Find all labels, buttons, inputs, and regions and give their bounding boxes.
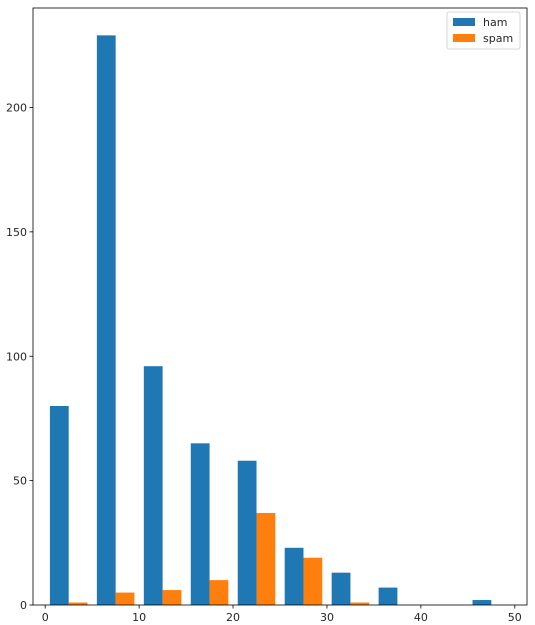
bar-ham-0 [49, 406, 69, 605]
bar-spam-10 [162, 590, 182, 605]
bar-ham-25 [284, 547, 304, 605]
bar-ham-5 [96, 35, 116, 606]
bar-ham-45 [472, 600, 492, 605]
y-tick-label-0: 0 [20, 599, 27, 612]
x-tick-label-10: 10 [132, 611, 146, 624]
bar-spam-20 [256, 512, 276, 605]
bar-spam-25 [303, 557, 323, 605]
bar-ham-20 [237, 460, 257, 605]
legend: ham spam [446, 11, 521, 50]
y-tick-label-100: 100 [6, 350, 27, 363]
bar-ham-15 [190, 443, 210, 605]
bar-spam-5 [115, 592, 135, 605]
x-axis-ticks: 0 10 20 30 40 50 [42, 605, 522, 624]
bar-ham-30 [331, 572, 351, 605]
bar-spam-0 [68, 602, 88, 605]
x-tick-label-30: 30 [320, 611, 334, 624]
x-tick-label-50: 50 [508, 611, 522, 624]
y-tick-label-50: 50 [13, 475, 27, 488]
y-tick-label-200: 200 [6, 102, 27, 115]
plot-frame [32, 7, 528, 606]
legend-label-ham: ham [483, 16, 507, 29]
bar-spam-15 [209, 580, 229, 605]
x-tick-label-40: 40 [414, 611, 428, 624]
y-tick-label-150: 150 [6, 226, 27, 239]
bar-ham-10 [143, 366, 163, 605]
x-tick-label-20: 20 [226, 611, 240, 624]
legend-swatch-ham [453, 18, 475, 26]
legend-swatch-spam [453, 34, 475, 42]
bars-group [49, 35, 492, 606]
bar-spam-30 [350, 602, 370, 605]
y-axis-ticks: 0 50 100 150 200 [6, 102, 33, 612]
legend-label-spam: spam [483, 32, 513, 45]
bar-ham-35 [378, 587, 398, 605]
x-tick-label-0: 0 [42, 611, 49, 624]
